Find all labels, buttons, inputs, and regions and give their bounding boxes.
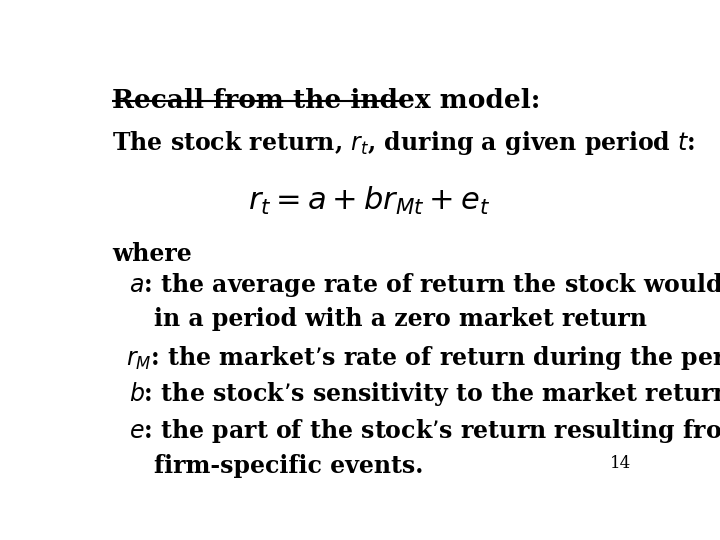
Text: $r_t = a + br_{Mt} + e_t$: $r_t = a + br_{Mt} + e_t$	[248, 185, 490, 218]
Text: The stock return, $r_t$, during a given period $t$:: The stock return, $r_t$, during a given …	[112, 129, 696, 157]
Text: in a period with a zero market return: in a period with a zero market return	[154, 307, 647, 331]
Text: 14: 14	[610, 455, 631, 472]
Text: $\mathit{e}$: the part of the stock’s return resulting from: $\mathit{e}$: the part of the stock’s re…	[129, 417, 720, 445]
Text: $\mathit{a}$: the average rate of return the stock would realize: $\mathit{a}$: the average rate of return…	[129, 271, 720, 299]
Text: firm-specific events.: firm-specific events.	[154, 454, 423, 477]
Text: where: where	[112, 241, 192, 266]
Text: Recall from the index model:: Recall from the index model:	[112, 87, 541, 113]
Text: $r_M$: the market’s rate of return during the period: $r_M$: the market’s rate of return durin…	[126, 344, 720, 372]
Text: $\mathit{b}$: the stock’s sensitivity to the market return: $\mathit{b}$: the stock’s sensitivity to…	[129, 380, 720, 408]
